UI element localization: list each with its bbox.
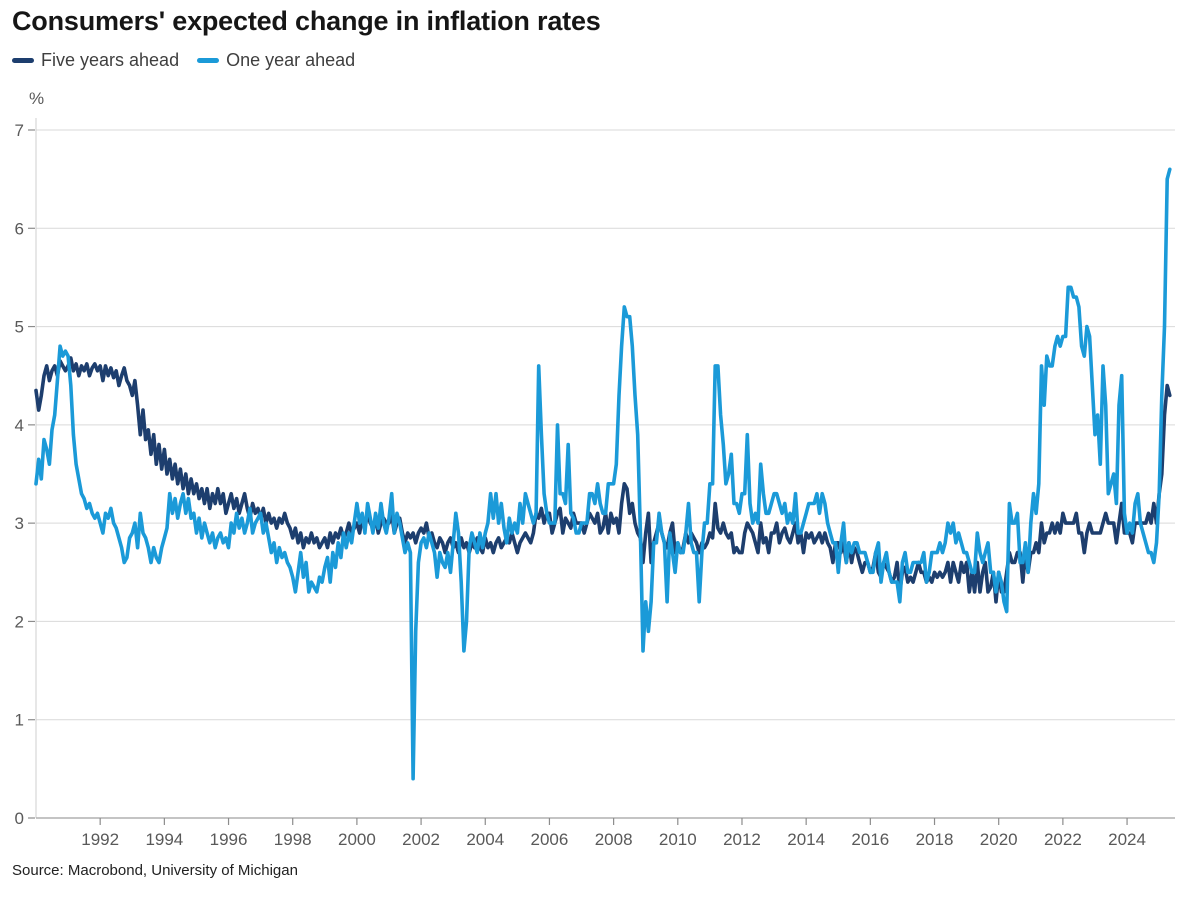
y-tick-label: 6	[15, 219, 24, 238]
legend-label-five-years: Five years ahead	[41, 50, 180, 70]
x-tick-label: 2008	[595, 830, 633, 849]
chart-legend: Five years ahead One year ahead	[12, 50, 355, 71]
x-tick-label: 2012	[723, 830, 761, 849]
x-tick-label: 2000	[338, 830, 376, 849]
x-tick-label: 2004	[466, 830, 504, 849]
five-years-line-swatch-icon	[12, 58, 34, 63]
y-tick-label: 5	[15, 318, 24, 337]
x-tick-label: 1992	[81, 830, 119, 849]
one-year-line-swatch-icon	[197, 58, 220, 63]
x-tick-label: 1998	[274, 830, 312, 849]
x-tick-label: 1994	[145, 830, 183, 849]
page-title: Consumers' expected change in inflation …	[12, 6, 601, 36]
y-tick-label: 3	[15, 514, 24, 533]
y-tick-label: 0	[15, 809, 24, 828]
source-note: Source: Macrobond, University of Michiga…	[12, 862, 298, 879]
x-tick-label: 2018	[916, 830, 954, 849]
x-tick-label: 2024	[1108, 830, 1146, 849]
y-axis-unit-label: %	[29, 89, 45, 108]
x-tick-label: 2006	[531, 830, 569, 849]
x-tick-label: 2020	[980, 830, 1018, 849]
x-tick-label: 2016	[851, 830, 889, 849]
x-tick-label: 1996	[210, 830, 248, 849]
legend-item-one-year: One year ahead	[197, 50, 355, 71]
x-tick-label: 2010	[659, 830, 697, 849]
legend-label-one-year: One year ahead	[226, 50, 356, 70]
y-tick-label: 7	[15, 121, 24, 140]
x-tick-label: 2002	[402, 830, 440, 849]
legend-item-five-years: Five years ahead	[12, 50, 179, 71]
x-tick-label: 2014	[787, 830, 825, 849]
series-layer	[34, 167, 1172, 781]
axis-layer: 0 1 2 3 4 5 6 7 1992 1994 1996 1998 2000 2002 2004 2006…	[15, 118, 1175, 849]
grid-layer	[36, 129, 1175, 721]
y-tick-label: 4	[15, 416, 24, 435]
series-line-five-years-ahead	[34, 356, 1172, 604]
x-tick-label: 2022	[1044, 830, 1082, 849]
y-tick-label: 1	[15, 711, 24, 730]
y-tick-label: 2	[15, 612, 24, 631]
series-line-one-year-ahead	[34, 167, 1172, 781]
